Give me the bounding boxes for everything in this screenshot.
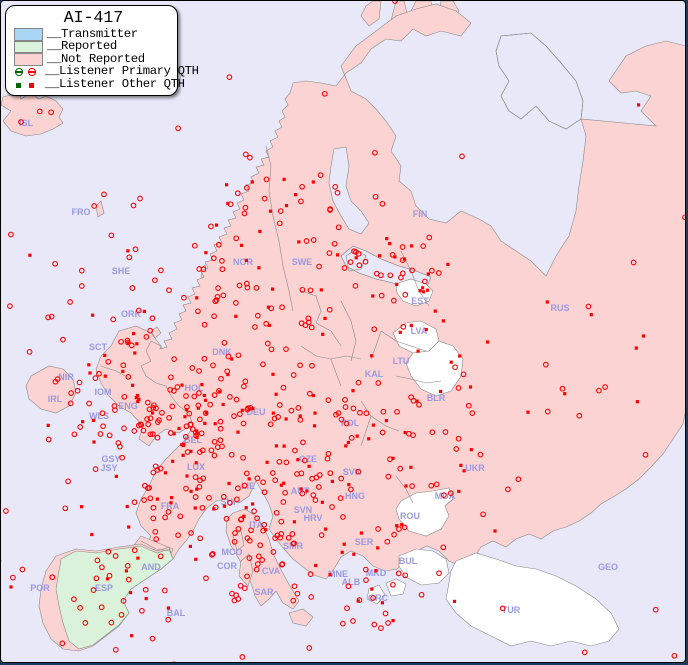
svg-text:DNK: DNK <box>212 347 232 357</box>
svg-text:SWE: SWE <box>292 257 313 267</box>
svg-text:ALB: ALB <box>342 577 361 587</box>
svg-text:FIN: FIN <box>413 209 428 219</box>
svg-text:HNG: HNG <box>345 491 365 501</box>
svg-text:GEO: GEO <box>598 562 618 572</box>
svg-text:BEL: BEL <box>184 435 203 445</box>
svg-text:SAR: SAR <box>254 587 274 597</box>
svg-text:JSY: JSY <box>100 463 117 473</box>
svg-text:RUS: RUS <box>550 303 569 313</box>
svg-text:MCO: MCO <box>222 547 243 557</box>
svg-text:KAL: KAL <box>365 369 384 379</box>
svg-text:BUL: BUL <box>399 556 418 566</box>
svg-text:AND: AND <box>141 562 161 572</box>
svg-text:ROU: ROU <box>400 511 420 521</box>
svg-text:NIR: NIR <box>58 372 74 382</box>
svg-text:CVA: CVA <box>262 566 281 576</box>
svg-text:NOR: NOR <box>233 257 254 267</box>
svg-text:ORK: ORK <box>121 309 142 319</box>
svg-text:POR: POR <box>30 583 50 593</box>
svg-text:FRO: FRO <box>72 207 91 217</box>
svg-text:SHE: SHE <box>112 266 131 276</box>
svg-text:COR: COR <box>217 561 238 571</box>
svg-text:LTU: LTU <box>393 356 410 366</box>
svg-text:IRL: IRL <box>48 394 63 404</box>
svg-text:ENG: ENG <box>118 401 138 411</box>
svg-text:LIE: LIE <box>241 481 255 491</box>
svg-text:HRV: HRV <box>304 513 323 523</box>
svg-text:SCT: SCT <box>89 342 108 352</box>
svg-text:UKR: UKR <box>465 463 485 473</box>
svg-text:IOM: IOM <box>95 387 112 397</box>
svg-text:SER: SER <box>355 537 374 547</box>
svg-text:EST: EST <box>411 296 429 306</box>
svg-text:BLR: BLR <box>427 393 446 403</box>
svg-text:ESP: ESP <box>95 583 113 593</box>
svg-text:SVK: SVK <box>343 467 362 477</box>
svg-text:CZE: CZE <box>299 454 317 464</box>
